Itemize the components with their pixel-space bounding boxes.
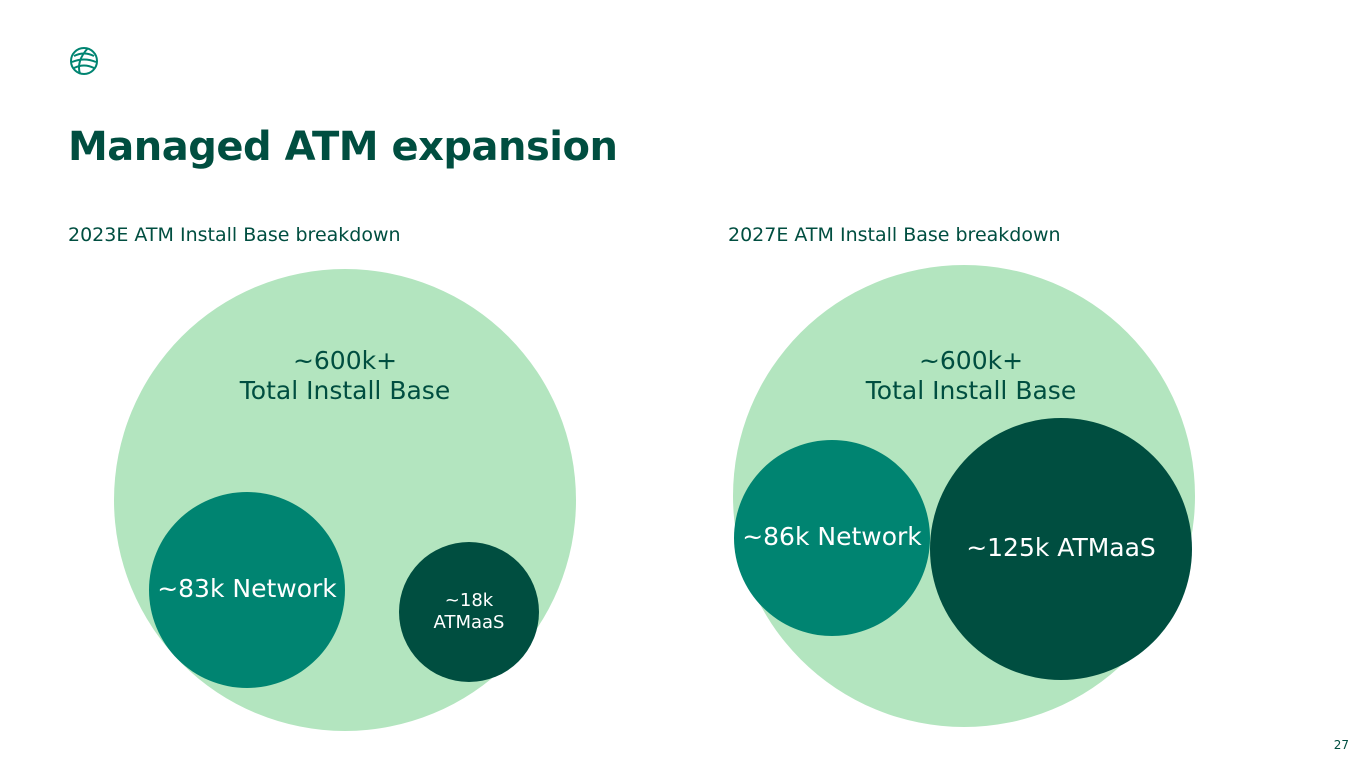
atmaas-label-2023-line-2: ATMaaS <box>434 612 505 633</box>
total-install-base-label-2023-line-1: ~600k+ <box>293 346 397 375</box>
total-install-base-label-2027-line-2: Total Install Base <box>865 376 1076 405</box>
atmaas-label-2027-line-1: ~125k ATMaaS <box>966 533 1156 562</box>
atmaas-bubble-2023 <box>399 542 539 682</box>
network-bubble-2027 <box>734 440 930 636</box>
network-label-2023-line-1: ~83k Network <box>157 574 337 603</box>
chart-title-2027: 2027E ATM Install Base breakdown <box>728 224 1061 246</box>
total-install-base-label-2027-line-1: ~600k+ <box>919 346 1023 375</box>
page-title: Managed ATM expansion <box>68 124 618 170</box>
network-label-2027-line-1: ~86k Network <box>742 522 922 551</box>
globe-icon <box>70 47 98 75</box>
atmaas-label-2023-line-1: ~18k <box>445 590 494 611</box>
total-install-base-label-2023-line-2: Total Install Base <box>239 376 450 405</box>
network-bubble-2023 <box>149 492 345 688</box>
atmaas-bubble-2027 <box>930 418 1192 680</box>
page-number: 27 <box>1333 738 1349 752</box>
chart-title-2023: 2023E ATM Install Base breakdown <box>68 224 401 246</box>
